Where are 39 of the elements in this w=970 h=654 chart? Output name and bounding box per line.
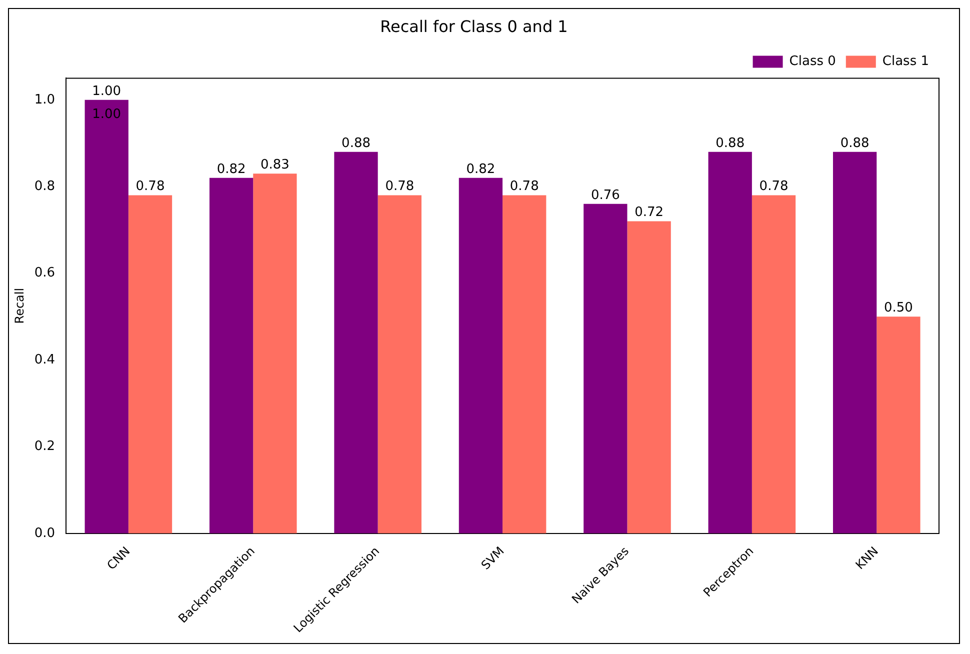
data-label: 1.00 [92,84,122,99]
bar [378,195,422,534]
data-label: 0.83 [260,157,290,172]
legend-label: Class 1 [882,54,930,70]
y-tick-label: 0.2 [34,439,56,454]
annotation: 1.00 [92,106,122,122]
chart-title: Recall for Class 0 and 1 [380,16,568,36]
y-axis-title: Recall [12,288,26,324]
data-label: 0.82 [216,162,246,177]
bar [584,204,628,534]
bar [84,100,128,534]
data-label: 0.50 [884,300,913,316]
bar [253,174,297,534]
data-label: 0.78 [759,179,788,194]
data-label: 0.76 [590,188,620,203]
bar [502,195,546,534]
y-tick-label: 0.6 [34,266,56,281]
bar [209,178,254,534]
legend-label: Class 0 [789,54,836,70]
y-tick-label: 0.8 [34,178,56,194]
bar [752,195,796,534]
y-tick-label: 0.0 [34,526,56,541]
y-tick-label: 1.0 [34,92,56,108]
data-label: 0.78 [510,179,539,194]
bar [128,195,172,534]
data-label: 0.88 [840,136,870,151]
data-label: 0.88 [342,136,370,151]
data-label: 0.82 [466,162,496,177]
data-label: 0.72 [634,205,664,220]
data-label: 0.78 [136,179,165,194]
bar [833,152,877,534]
data-label: 0.88 [716,136,745,151]
bar [876,316,920,534]
bar [708,152,752,534]
y-tick-label: 0.4 [34,352,56,368]
bar [627,221,671,534]
data-label: 0.78 [385,179,414,194]
bar [334,152,378,534]
bar [458,178,503,534]
